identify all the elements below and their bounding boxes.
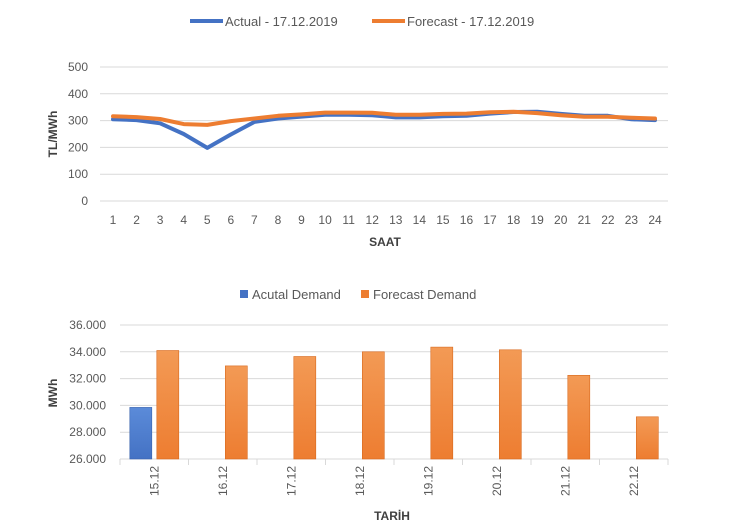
x-tick-label: 22.12: [627, 466, 641, 496]
bar: [129, 407, 153, 460]
legend-label: Forecast Demand: [373, 287, 476, 302]
line-chart-x-ticks: 1 2 3 4 5 6 7 8 9 10 11 12 13 14 15 16 17 18 19 20 21 22 23 24: [110, 213, 662, 227]
y-tick-label: 26.000: [69, 452, 106, 466]
x-tick-label: 9: [298, 213, 305, 227]
bar: [567, 374, 591, 460]
legend-swatch: [361, 290, 369, 298]
y-tick-label: 28.000: [69, 425, 106, 439]
bar: [156, 350, 180, 460]
bar-chart-bars: [129, 346, 659, 460]
x-tick-label: 2: [133, 213, 140, 227]
line-chart-x-axis-label: SAAT: [369, 235, 401, 249]
x-tick-label: 22: [601, 213, 615, 227]
series-line: [111, 109, 657, 127]
bar-chart-legend: Acutal Demand Forecast Demand: [240, 287, 476, 302]
x-tick-label: 6: [227, 213, 234, 227]
x-tick-label: 24: [648, 213, 662, 227]
x-tick-label: 1: [110, 213, 117, 227]
bar: [498, 349, 522, 460]
bar: [361, 351, 385, 460]
x-tick-label: 5: [204, 213, 211, 227]
line-chart: Actual - 17.12.2019 Forecast - 17.12.2019…: [46, 14, 668, 249]
x-tick-label: 16.12: [216, 466, 230, 496]
x-tick-label: 17.12: [284, 466, 298, 496]
line-chart-legend: Actual - 17.12.2019 Forecast - 17.12.2019: [190, 14, 534, 29]
x-tick-label: 20.12: [490, 466, 504, 496]
x-tick-label: 11: [342, 213, 355, 227]
x-tick-label: 17: [483, 213, 497, 227]
bar-chart-y-axis-label: MWh: [46, 379, 60, 408]
y-tick-label: 0: [81, 194, 88, 208]
y-tick-label: 32.000: [69, 372, 106, 386]
line-chart-series: [111, 109, 657, 150]
line-chart-y-axis-label: TL/MWh: [46, 111, 60, 158]
x-tick-label: 18: [507, 213, 521, 227]
x-tick-label: 8: [275, 213, 282, 227]
legend-label: Acutal Demand: [252, 287, 341, 302]
y-tick-label: 100: [68, 167, 88, 181]
x-tick-label: 7: [251, 213, 258, 227]
bar: [293, 356, 317, 460]
x-tick-label: 10: [318, 213, 332, 227]
x-tick-label: 13: [389, 213, 403, 227]
x-tick-label: 21: [578, 213, 592, 227]
bar-chart-x-ticks: 15.12 16.12 17.12 18.12 19.12 20.12 21.12 22.12: [147, 466, 641, 496]
legend-label: Forecast - 17.12.2019: [407, 14, 534, 29]
x-tick-label: 19.12: [421, 466, 435, 496]
y-tick-label: 400: [68, 87, 88, 101]
bar-chart: Acutal Demand Forecast Demand 26.000 28.00…: [46, 287, 669, 523]
legend-swatch: [240, 290, 248, 298]
x-tick-label: 19: [530, 213, 544, 227]
y-tick-label: 300: [68, 114, 88, 128]
y-tick-label: 34.000: [69, 345, 106, 359]
x-tick-label: 3: [157, 213, 164, 227]
legend-label: Actual - 17.12.2019: [225, 14, 338, 29]
x-tick-label: 20: [554, 213, 568, 227]
x-tick-label: 14: [413, 213, 427, 227]
bar: [430, 346, 454, 460]
line-chart-y-ticks: 0 100 200 300 400 500: [68, 60, 88, 208]
y-tick-label: 500: [68, 60, 88, 74]
x-tick-label: 23: [625, 213, 639, 227]
x-tick-label: 12: [366, 213, 380, 227]
x-tick-label: 4: [180, 213, 187, 227]
x-tick-label: 16: [460, 213, 474, 227]
y-tick-label: 36.000: [69, 318, 106, 332]
y-tick-label: 30.000: [69, 398, 106, 412]
bar: [635, 416, 659, 460]
bar-chart-x-axis-label: TARİH: [374, 508, 410, 523]
line-chart-grid: [100, 66, 668, 202]
bar-chart-y-ticks: 26.000 28.000 30.000 32.000 34.000 36.000: [69, 318, 106, 466]
y-tick-label: 200: [68, 140, 88, 154]
x-tick-label: 18.12: [353, 466, 367, 496]
x-tick-label: 21.12: [558, 466, 572, 496]
bar: [225, 365, 248, 460]
x-tick-label: 15.12: [147, 466, 161, 496]
x-tick-label: 15: [436, 213, 450, 227]
